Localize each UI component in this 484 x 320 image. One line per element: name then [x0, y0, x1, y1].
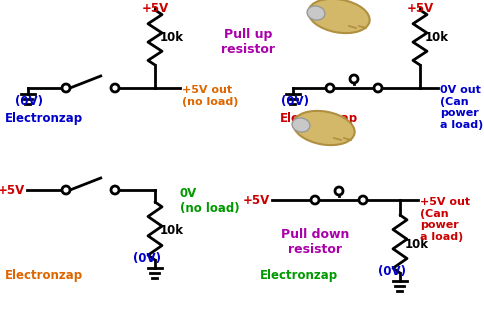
- Text: Electronzap: Electronzap: [5, 269, 83, 282]
- Text: +5V out
(Can
power
a load): +5V out (Can power a load): [419, 197, 469, 242]
- Text: 10k: 10k: [160, 225, 183, 237]
- Text: (0V): (0V): [377, 265, 405, 278]
- Text: 10k: 10k: [404, 237, 428, 251]
- Circle shape: [310, 196, 318, 204]
- Circle shape: [325, 84, 333, 92]
- Text: 10k: 10k: [160, 30, 183, 44]
- Text: Pull down
resistor: Pull down resistor: [280, 228, 348, 256]
- Ellipse shape: [306, 6, 324, 20]
- Text: (0V): (0V): [280, 95, 308, 108]
- Text: +5V: +5V: [0, 183, 25, 196]
- Ellipse shape: [293, 111, 354, 145]
- Text: +5V: +5V: [242, 194, 270, 206]
- Text: Pull up
resistor: Pull up resistor: [221, 28, 274, 56]
- Text: Electronzap: Electronzap: [259, 269, 337, 282]
- Circle shape: [111, 84, 119, 92]
- Text: 0V out
(Can
power
a load): 0V out (Can power a load): [439, 85, 482, 130]
- Text: 10k: 10k: [424, 30, 448, 44]
- Text: Electronzap: Electronzap: [279, 112, 357, 125]
- Ellipse shape: [308, 0, 369, 33]
- Text: 0V
(no load): 0V (no load): [180, 187, 239, 215]
- Text: +5V: +5V: [406, 2, 433, 15]
- Text: (0V): (0V): [15, 95, 43, 108]
- Text: (0V): (0V): [133, 252, 161, 265]
- Circle shape: [62, 186, 70, 194]
- Text: Electronzap: Electronzap: [5, 112, 83, 125]
- Circle shape: [358, 196, 366, 204]
- Circle shape: [334, 187, 342, 195]
- Circle shape: [349, 75, 357, 83]
- Circle shape: [373, 84, 381, 92]
- Text: +5V: +5V: [141, 2, 168, 15]
- Text: +5V out
(no load): +5V out (no load): [182, 85, 238, 107]
- Ellipse shape: [291, 118, 309, 132]
- Circle shape: [111, 186, 119, 194]
- Circle shape: [62, 84, 70, 92]
